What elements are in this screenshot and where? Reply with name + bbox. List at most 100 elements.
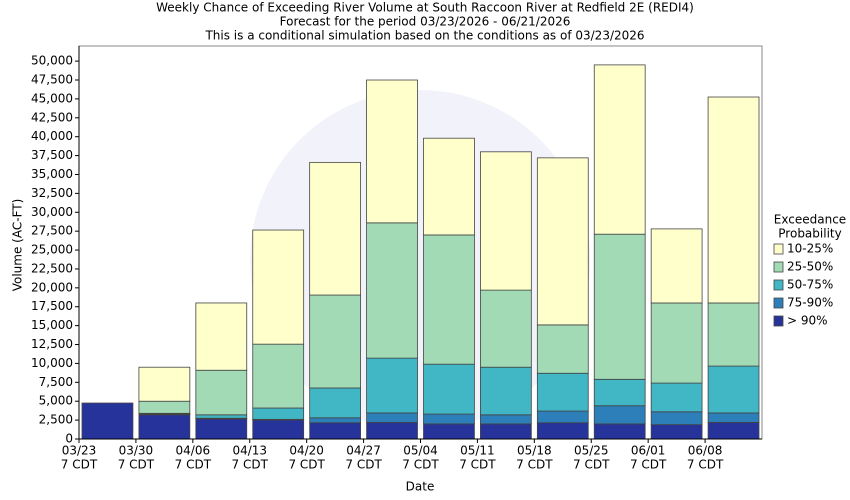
bar-segment <box>480 289 532 368</box>
bar-segment <box>366 421 418 440</box>
y-tick-label: 32,500 <box>31 186 73 200</box>
legend-label: > 90% <box>787 314 828 328</box>
legend-swatch <box>773 279 784 291</box>
x-tick-label: 03/30 <box>119 444 154 458</box>
legend-label: 50-75% <box>787 278 833 292</box>
y-tick-label: 30,000 <box>31 205 73 219</box>
x-tick-label: 7 CDT <box>630 458 667 472</box>
legend-label: 25-50% <box>787 260 833 274</box>
x-tick-label: 04/06 <box>176 444 211 458</box>
bar-segment <box>480 151 532 291</box>
bar-segment <box>309 387 361 419</box>
bar-segment <box>536 324 589 374</box>
bar-segment <box>423 423 475 440</box>
bar-segment <box>536 157 589 326</box>
bar-segment <box>423 234 475 365</box>
bar-segment <box>195 302 248 371</box>
bar-segment <box>707 412 760 423</box>
bar-segment <box>593 233 646 380</box>
bar-segment <box>536 410 589 424</box>
x-tick-label: 7 CDT <box>118 458 155 472</box>
y-tick-label: 5,000 <box>39 394 73 408</box>
bar-segment <box>480 423 532 440</box>
bar-segment <box>366 357 418 414</box>
y-tick-label: 7,500 <box>39 375 73 389</box>
bar-segment <box>650 424 703 440</box>
bar-segment <box>480 366 532 416</box>
y-tick-label: 45,000 <box>31 91 73 105</box>
x-tick-label: 7 CDT <box>573 458 610 472</box>
y-tick-label: 10,000 <box>31 356 73 370</box>
bar-segment <box>252 419 305 440</box>
legend-swatch <box>773 261 784 273</box>
bar-segment <box>593 423 646 440</box>
chart-subtitle: Forecast for the period 03/23/2026 - 06/… <box>280 15 571 29</box>
y-tick-label: 50,000 <box>31 54 73 68</box>
bar-segment <box>423 363 475 415</box>
bar-segment <box>423 413 475 425</box>
y-tick-label: 27,500 <box>31 224 73 238</box>
x-tick-label: 7 CDT <box>175 458 212 472</box>
bar-segment <box>81 402 134 440</box>
x-tick-label: 7 CDT <box>402 458 439 472</box>
x-axis-label: Date <box>406 480 435 494</box>
y-tick-label: 25,000 <box>31 243 73 257</box>
bar-segment <box>252 407 305 420</box>
bar-segment <box>195 369 248 416</box>
bar-segment <box>707 96 760 304</box>
x-tick-label: 7 CDT <box>516 458 553 472</box>
bar-segment <box>480 414 532 425</box>
bar-segment <box>650 228 703 304</box>
x-tick-label: 05/11 <box>460 444 495 458</box>
x-tick-label: 06/01 <box>631 444 666 458</box>
y-tick-label: 2,500 <box>39 413 73 427</box>
x-tick-label: 03/23 <box>62 444 97 458</box>
bar-segment <box>650 382 703 413</box>
bar-segment <box>309 422 361 440</box>
y-tick-label: 0 <box>65 432 73 446</box>
chart-title: Weekly Chance of Exceeding River Volume … <box>156 1 694 15</box>
x-tick-label: 7 CDT <box>232 458 269 472</box>
x-tick-label: 7 CDT <box>288 458 325 472</box>
bar-segment <box>650 302 703 384</box>
x-tick-label: 06/08 <box>688 444 723 458</box>
x-tick-label: 7 CDT <box>459 458 496 472</box>
bar-segment <box>309 161 361 296</box>
y-tick-label: 20,000 <box>31 280 73 294</box>
y-tick-label: 42,500 <box>31 110 73 124</box>
x-tick-label: 04/27 <box>346 444 381 458</box>
x-tick-label: 05/04 <box>403 444 438 458</box>
x-tick-label: 05/18 <box>517 444 552 458</box>
x-tick-label: 04/20 <box>289 444 324 458</box>
bar-segment <box>707 421 760 440</box>
bar-segment <box>366 79 418 224</box>
y-tick-label: 17,500 <box>31 299 73 313</box>
legend-label: 75-90% <box>787 296 833 310</box>
bar-segment <box>138 400 191 414</box>
bar-segment <box>536 422 589 440</box>
bar-segment <box>195 414 248 419</box>
bar-segment <box>309 417 361 424</box>
chart-subtitle: This is a conditional simulation based o… <box>204 29 644 43</box>
bar-segment <box>650 411 703 426</box>
x-tick-label: 04/13 <box>232 444 267 458</box>
y-tick-label: 40,000 <box>31 129 73 143</box>
bar-segment <box>366 222 418 359</box>
bar-segment <box>309 294 361 389</box>
x-tick-label: 05/25 <box>574 444 609 458</box>
bar-segment <box>423 137 475 236</box>
bar-segment <box>593 405 646 425</box>
bar-segment <box>195 418 248 440</box>
bar-segment <box>366 412 418 423</box>
x-tick-label: 7 CDT <box>345 458 382 472</box>
bar-segment <box>138 414 191 440</box>
y-tick-label: 47,500 <box>31 73 73 87</box>
legend-title: Probability <box>778 227 841 241</box>
y-tick-label: 35,000 <box>31 167 73 181</box>
bar-segment <box>536 372 589 412</box>
legend-swatch <box>773 297 784 309</box>
bar-segment <box>707 302 760 367</box>
y-axis-label: Volume (AC-FT) <box>11 199 25 292</box>
legend-label: 10-25% <box>787 242 833 256</box>
